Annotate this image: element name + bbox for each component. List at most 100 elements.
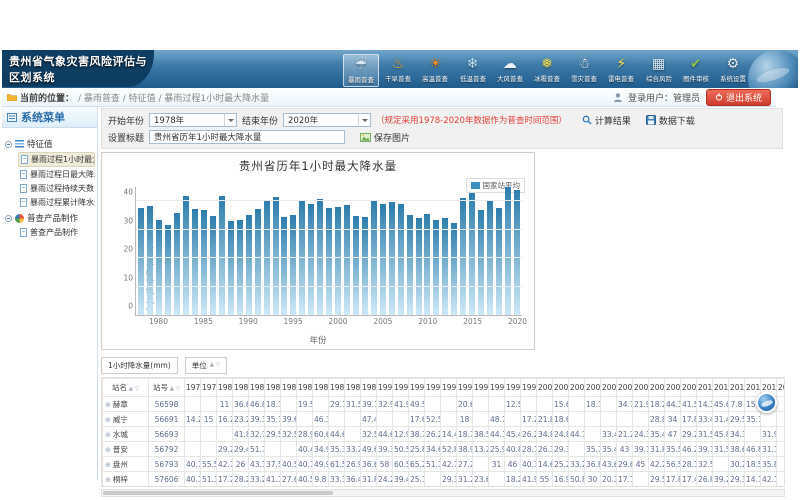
table-row[interactable]: ⊕普安5679229.229.451.740.434.935.333.249.6… (103, 442, 786, 457)
scrollbar-thumb[interactable] (103, 491, 333, 495)
data-download-button[interactable]: 数据下载 (646, 114, 695, 127)
nav-drought-survey[interactable]: ♨干旱普查 (380, 54, 416, 87)
value-cell (425, 397, 441, 412)
bar-2006 (389, 202, 395, 315)
col-year-1978[interactable]: 1978 (185, 379, 201, 397)
tree-item[interactable]: 暴雨过程1小时最大降水量 (18, 152, 95, 167)
nav-rainstorm-survey[interactable]: ☔暴雨普查 (343, 54, 379, 87)
col-year-2013[interactable]: 2013 (745, 379, 761, 397)
table-row[interactable]: ⊕赫章565981136.646.818.119.529.131.539.132… (103, 397, 786, 412)
col-year-2011[interactable]: 2011 (713, 379, 729, 397)
value-cell (633, 472, 649, 487)
col-year-1989[interactable]: 1989 (361, 379, 377, 397)
expand-icon[interactable]: ⊕ (105, 431, 111, 439)
table-row[interactable]: ⊕水城5669341.832.729.532.528.960.644.632.5… (103, 427, 786, 442)
sort-icons[interactable]: ▲ ▽ (168, 386, 180, 392)
sort-icons[interactable]: ▲ ▽ (127, 386, 139, 392)
value-type-filter[interactable]: 1小时降水量(mm) (101, 357, 178, 374)
col-year-2000[interactable]: 2000 (537, 379, 553, 397)
sort-icons[interactable]: ▲ ▽ (210, 363, 220, 369)
col-year-1992[interactable]: 1992 (409, 379, 425, 397)
col-year-1988[interactable]: 1988 (345, 379, 361, 397)
unit-filter[interactable]: 单位 ▲ ▽ (185, 357, 227, 374)
col-year-2005[interactable]: 2005 (617, 379, 633, 397)
value-cell: 29.5 (729, 412, 745, 427)
nav-wind-survey[interactable]: ☁大风普查 (492, 54, 528, 87)
nav-snow-survey[interactable]: ☃雪灾普查 (566, 54, 602, 87)
col-year-1987[interactable]: 1987 (329, 379, 345, 397)
col-year-2006[interactable]: 2006 (633, 379, 649, 397)
col-year-1998[interactable]: 1998 (505, 379, 521, 397)
value-cell: 39.2 (713, 472, 729, 487)
calc-result-button[interactable]: 计算结果 (582, 114, 631, 127)
tree-item[interactable]: 暴雨过程日最大降水量 (18, 168, 95, 181)
col-year-2002[interactable]: 2002 (569, 379, 585, 397)
col-year-1980[interactable]: 1980 (217, 379, 233, 397)
col-year-2003[interactable]: 2003 (585, 379, 601, 397)
save-image-button[interactable]: 保存图片 (360, 131, 410, 144)
col-year-2010[interactable]: 2010 (697, 379, 713, 397)
low-temp-survey-icon: ❄ (467, 55, 479, 74)
col-station-id[interactable]: 站号 ▲ ▽ (149, 379, 185, 397)
nav-high-temp-survey[interactable]: ☀高温普查 (417, 54, 453, 87)
col-year-2004[interactable]: 2004 (601, 379, 617, 397)
col-year-1994[interactable]: 1994 (441, 379, 457, 397)
nav-low-temp-survey[interactable]: ❄低温普查 (455, 54, 491, 87)
nav-system-settings[interactable]: ⚙系统设置 (715, 54, 751, 87)
tree-item[interactable]: 暴雨过程累计降水量 (18, 196, 95, 209)
col-year-1999[interactable]: 1999 (521, 379, 537, 397)
logout-button[interactable]: 退出系统 (706, 89, 771, 106)
col-year-1995[interactable]: 1995 (457, 379, 473, 397)
expand-icon[interactable]: ⊕ (105, 401, 111, 409)
col-year-1996[interactable]: 1996 (473, 379, 489, 397)
expand-icon[interactable]: ⊕ (105, 461, 111, 469)
col-year-2001[interactable]: 2001 (553, 379, 569, 397)
col-year-1984[interactable]: 1984 (281, 379, 297, 397)
collapse-icon[interactable] (5, 141, 12, 148)
expand-icon[interactable]: ⊕ (105, 416, 111, 424)
tree-item[interactable]: 暴雨过程持续天数 (18, 182, 95, 195)
chart-title-input[interactable] (149, 130, 345, 144)
col-year-2009[interactable]: 2009 (681, 379, 697, 397)
end-year-select[interactable]: 2020年 (283, 113, 371, 127)
col-year-1981[interactable]: 1981 (233, 379, 249, 397)
nav-map-review[interactable]: ✔图件审核 (678, 54, 714, 87)
col-year-2007[interactable]: 2007 (649, 379, 665, 397)
nav-lightning-survey[interactable]: ⚡雷电普查 (603, 54, 639, 87)
col-year-1986[interactable]: 1986 (313, 379, 329, 397)
col-year-1997[interactable]: 1997 (489, 379, 505, 397)
col-year-1985[interactable]: 1985 (297, 379, 313, 397)
nav-hail-survey[interactable]: ❅冰雹普查 (529, 54, 565, 87)
nav-comprehensive-risk[interactable]: ▦综合风险 (641, 54, 677, 87)
tree-item-label: 暴雨过程累计降水量 (30, 197, 95, 208)
bar-2020 (514, 190, 520, 315)
horizontal-scrollbar[interactable] (101, 489, 785, 497)
col-year-1991[interactable]: 1991 (393, 379, 409, 397)
breadcrumb-path[interactable]: / 暴雨普查 / 特征值 / 暴雨过程1小时最大降水量 (78, 91, 269, 104)
document-icon (21, 155, 28, 164)
value-cell: 18.2 (649, 397, 665, 412)
col-station-name[interactable]: 站名 ▲ ▽ (103, 379, 149, 397)
col-year-2012[interactable]: 2012 (729, 379, 745, 397)
tree-item[interactable]: 普查产品制作 (18, 226, 95, 239)
floating-widget-button[interactable] (756, 392, 777, 413)
col-year-1983[interactable]: 1983 (265, 379, 281, 397)
table-row[interactable]: ⊕威宁5669114.21516.223.239.335.739.646.347… (103, 412, 786, 427)
expand-icon[interactable]: ⊕ (105, 476, 111, 484)
tree-group-1[interactable]: 普查产品制作 (5, 212, 95, 224)
table-row[interactable]: ⊕盘州5679340.755.542.72643.737.540.540.749… (103, 457, 786, 472)
col-year-2008[interactable]: 2008 (665, 379, 681, 397)
value-cell: 34.9 (313, 442, 329, 457)
tree-group-0[interactable]: 特征值 (5, 138, 95, 150)
bar-1997 (308, 204, 314, 315)
expand-icon[interactable]: ⊕ (105, 446, 111, 454)
col-year-1993[interactable]: 1993 (425, 379, 441, 397)
collapse-icon[interactable] (5, 215, 12, 222)
col-year-1990[interactable]: 1990 (377, 379, 393, 397)
col-year-1982[interactable]: 1982 (249, 379, 265, 397)
col-year-1979[interactable]: 1979 (201, 379, 217, 397)
bar-slot (146, 187, 155, 315)
start-year-select[interactable]: 1978年 (149, 113, 237, 127)
table-row[interactable]: ⊕桐梓5760640.151.317.228.233.241.127.640.5… (103, 472, 786, 487)
col-year-2015[interactable]: 2015 (777, 379, 786, 397)
